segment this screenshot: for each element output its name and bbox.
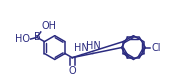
Text: HN: HN bbox=[86, 41, 100, 51]
Text: HO: HO bbox=[15, 34, 30, 44]
Text: B: B bbox=[34, 32, 40, 42]
Text: HN: HN bbox=[74, 43, 89, 53]
Text: OH: OH bbox=[42, 21, 57, 31]
Text: Cl: Cl bbox=[151, 43, 161, 53]
Text: O: O bbox=[68, 66, 76, 76]
